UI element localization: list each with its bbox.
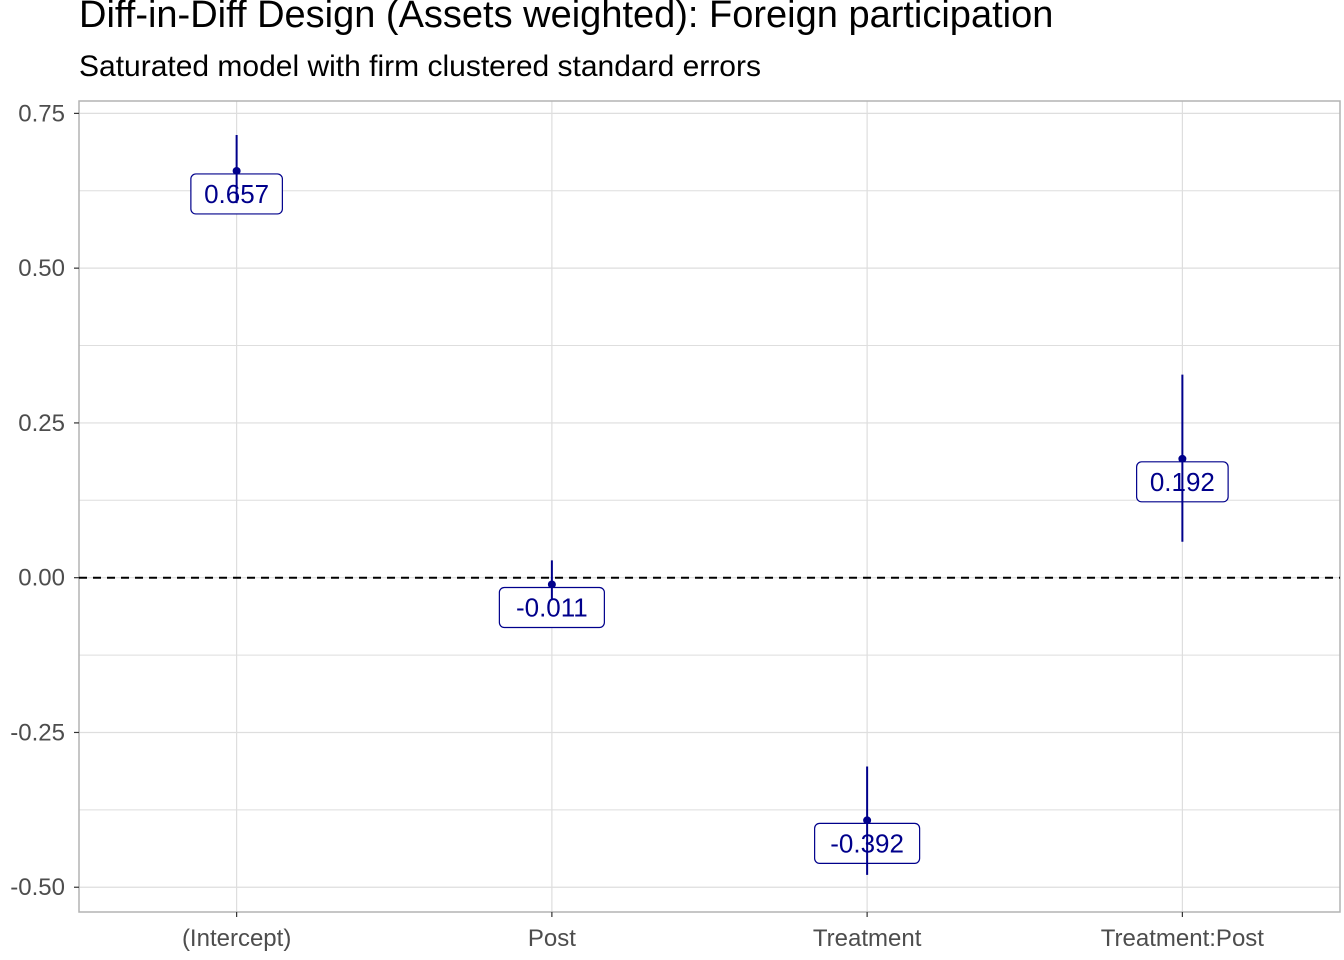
x-tick-label: Post [528, 925, 576, 952]
data-marks: 0.657 -0.011 -0.392 0.192 [79, 135, 1340, 875]
estimate-point [1178, 454, 1187, 463]
y-tick-label: -0.50 [10, 874, 65, 901]
x-tick-label: Treatment:Post [1101, 925, 1265, 952]
y-tick-label: 0.50 [18, 255, 65, 282]
y-tick-label: 0.75 [18, 100, 65, 127]
chart-subtitle: Saturated model with firm clustered stan… [79, 50, 761, 83]
estimate-point [547, 580, 556, 589]
panel-border [78, 100, 1341, 913]
chart-title: Diff-in-Diff Design (Assets weighted): F… [79, 0, 1054, 36]
value-label: -0.011 [516, 593, 588, 623]
grid-lines [79, 101, 1340, 912]
estimate-point [232, 166, 241, 175]
value-label: 0.192 [1150, 467, 1215, 497]
y-tick-label: 0.00 [18, 565, 65, 592]
y-tick-label: -0.25 [10, 719, 65, 746]
x-tick-label: (Intercept) [182, 925, 291, 952]
value-label: 0.657 [204, 179, 269, 209]
y-tick-label: 0.25 [18, 410, 65, 437]
estimate-point [863, 816, 872, 825]
x-tick-label: Treatment [813, 925, 922, 952]
value-label: -0.392 [830, 828, 904, 858]
axes: 0.75 0.50 0.25 0.00 -0.25 -0.50 (Intercept) Pos… [10, 100, 1341, 952]
